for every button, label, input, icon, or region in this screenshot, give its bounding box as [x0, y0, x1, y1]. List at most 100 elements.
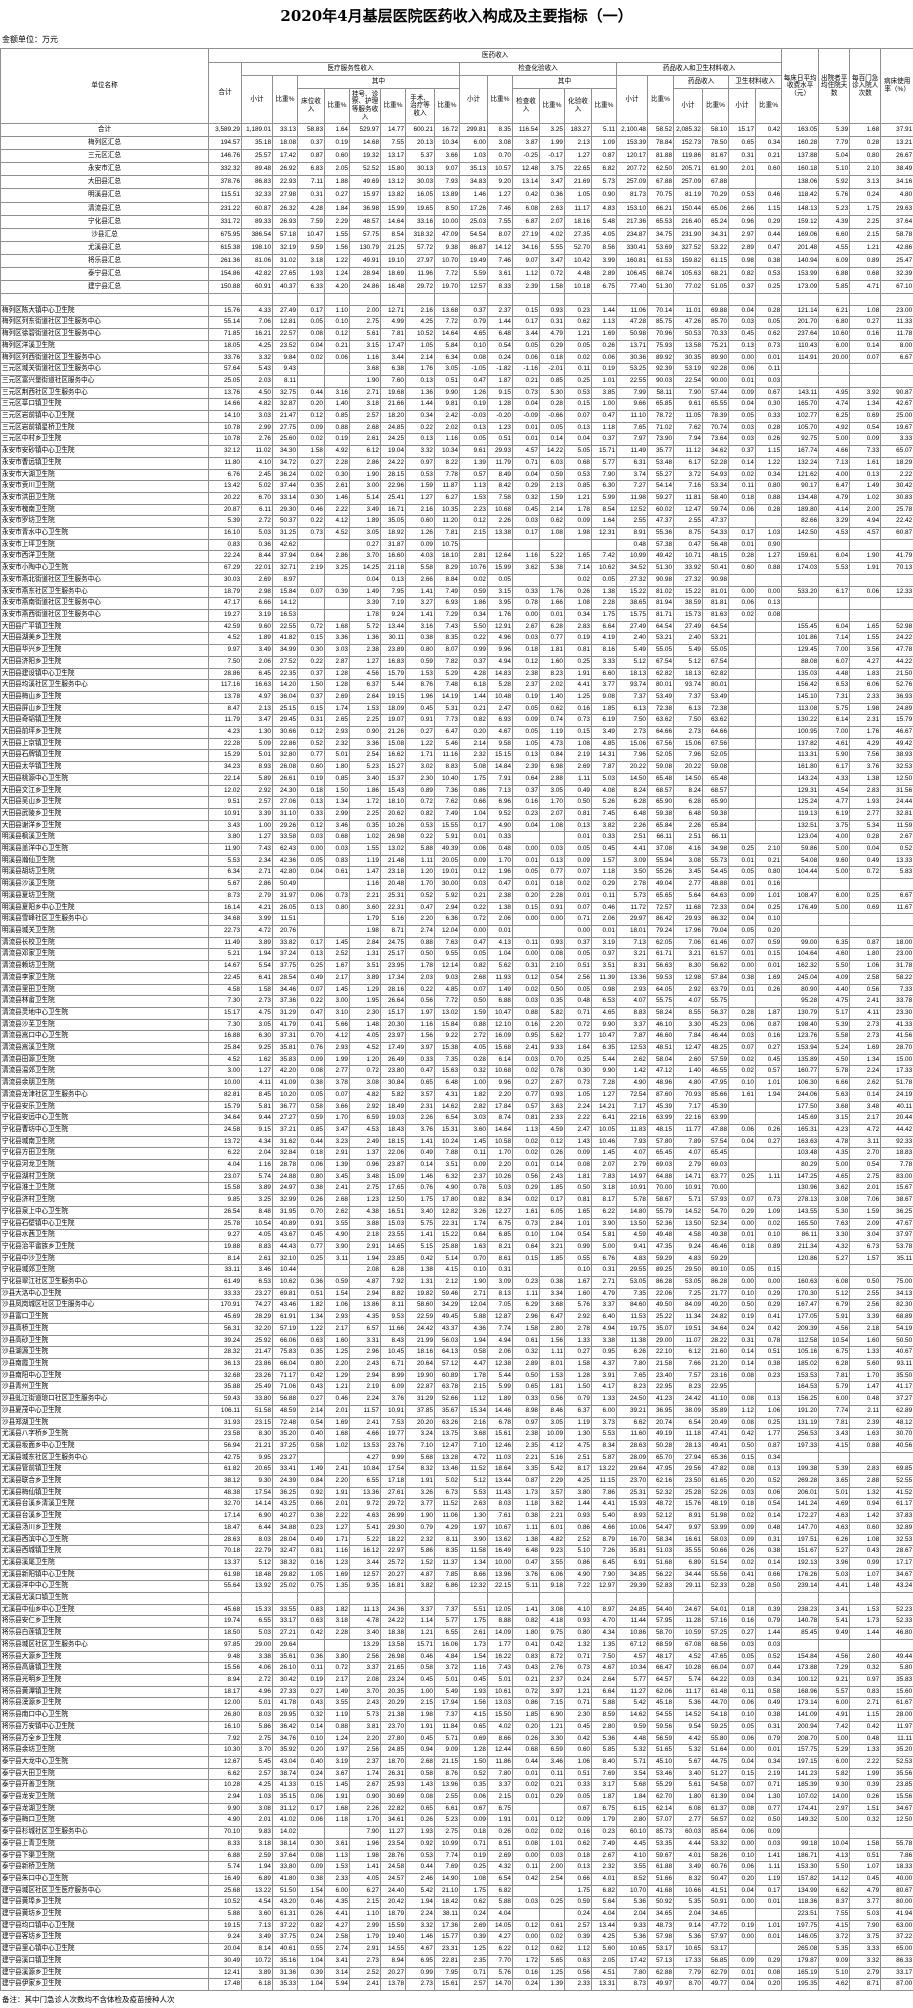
- value-cell: 0.21: [460, 890, 488, 902]
- value-cell: 2.14: [460, 738, 488, 750]
- value-cell: 2.94: [209, 1792, 242, 1804]
- value-cell: 0.64: [298, 551, 325, 563]
- value-cell: 105.16: [782, 1347, 819, 1359]
- value-cell: 46.55: [703, 1066, 729, 1078]
- value-cell: 0.52: [460, 1768, 488, 1780]
- value-cell: [756, 797, 782, 809]
- value-cell: 0.00: [513, 1932, 540, 1944]
- value-cell: 28.63: [617, 1440, 648, 1452]
- value-cell: 6.05: [540, 1206, 565, 1218]
- value-cell: 1.08: [850, 1534, 881, 1546]
- unit-name-cell: 宁化县淮土卫生院: [1, 1183, 209, 1195]
- value-cell: 0.01: [729, 1967, 756, 1979]
- value-cell: 7.35: [435, 1054, 460, 1066]
- value-cell: 7.78: [881, 1160, 913, 1172]
- value-cell: 0.04: [729, 1136, 756, 1148]
- value-cell: 11.96: [406, 268, 435, 281]
- value-cell: 0.99: [850, 1557, 881, 1569]
- value-cell: 28.04: [273, 1534, 298, 1546]
- value-cell: 0.42: [406, 1253, 435, 1265]
- value-cell: 37.27: [881, 1394, 913, 1406]
- value-cell: 0.83: [298, 1604, 325, 1616]
- value-cell: 2.93: [325, 727, 350, 739]
- value-cell: 1.38: [488, 902, 513, 914]
- value-cell: 0.71: [565, 1007, 592, 1019]
- value-cell: 36.24: [273, 469, 298, 481]
- value-cell: 0.18: [298, 785, 325, 797]
- value-cell: 0.93: [540, 1089, 565, 1101]
- value-cell: 25.22: [648, 1312, 674, 1324]
- value-cell: 0.30: [756, 399, 782, 411]
- value-cell: 33.82: [273, 937, 298, 949]
- value-cell: 31.87: [381, 539, 406, 551]
- value-cell: 8.74: [488, 1113, 513, 1125]
- value-cell: 79.24: [648, 925, 674, 937]
- value-cell: 5.23: [819, 202, 850, 215]
- value-cell: 0.93: [565, 1616, 592, 1628]
- value-cell: 3.32: [242, 352, 273, 364]
- value-cell: 0.13: [756, 1464, 782, 1476]
- value-cell: 0.08: [298, 329, 325, 341]
- value-cell: 0.01: [756, 1745, 782, 1757]
- value-cell: 11.44: [617, 1616, 648, 1628]
- value-cell: 12.47: [674, 504, 703, 516]
- value-cell: 30.00: [435, 879, 460, 891]
- value-cell: 34.52: [617, 563, 648, 575]
- value-cell: 0.09: [565, 1148, 592, 1160]
- value-cell: 4.04: [209, 1160, 242, 1172]
- value-cell: 278.13: [782, 1195, 819, 1207]
- unit-name-cell: 建宁县伊家乡卫生院: [1, 1979, 209, 1991]
- value-cell: 5.53: [460, 1487, 488, 1499]
- value-cell: 9.41: [617, 1241, 648, 1253]
- value-cell: 5.49: [674, 645, 703, 657]
- value-cell: 4.25: [565, 1476, 592, 1488]
- value-cell: 148.13: [782, 202, 819, 215]
- value-cell: 0.32: [513, 492, 540, 504]
- value-cell: 12.33: [881, 586, 913, 598]
- value-cell: 62.89: [881, 1405, 913, 1417]
- value-cell: 3.76: [381, 1394, 406, 1406]
- value-cell: 62.82: [703, 668, 729, 680]
- value-cell: 6.96: [488, 797, 513, 809]
- value-cell: 71.17: [273, 1370, 298, 1382]
- value-cell: 6.00: [592, 1405, 617, 1417]
- value-cell: 0.88: [460, 1019, 488, 1031]
- value-cell: [513, 1593, 540, 1605]
- value-cell: 2.58: [850, 972, 881, 984]
- value-cell: 6.57: [350, 1323, 381, 1335]
- value-cell: 3.32: [406, 446, 435, 458]
- value-cell: 0.10: [729, 1078, 756, 1090]
- value-cell: 0.06: [850, 586, 881, 598]
- value-cell: 0.81: [513, 1113, 540, 1125]
- value-cell: 8.61: [488, 1253, 513, 1265]
- value-cell: [729, 645, 756, 657]
- value-cell: 18.69: [381, 268, 406, 281]
- col-exam-lab-income: 检查化验收入: [460, 63, 617, 76]
- value-cell: 0.16: [756, 1031, 782, 1043]
- value-cell: 1.38: [406, 1265, 435, 1277]
- value-cell: 5.00: [592, 1241, 617, 1253]
- value-cell: 14.50: [617, 773, 648, 785]
- value-cell: 1.05: [565, 189, 592, 202]
- value-cell: 43.04: [273, 1756, 298, 1768]
- value-cell: 8.98: [513, 1405, 540, 1417]
- value-cell: 1.02: [325, 1440, 350, 1452]
- value-cell: 0.81: [298, 1546, 325, 1558]
- value-cell: 18.42: [435, 1897, 460, 1909]
- value-cell: 2.84: [350, 937, 381, 949]
- value-cell: 11.39: [592, 972, 617, 984]
- value-cell: 3.62: [819, 1183, 850, 1195]
- value-cell: 10.28: [674, 1663, 703, 1675]
- value-cell: 1.55: [350, 844, 381, 856]
- value-cell: 10.47: [298, 228, 325, 241]
- value-cell: 6.40: [592, 1312, 617, 1324]
- value-cell: 13.62: [488, 1534, 513, 1546]
- value-cell: [592, 539, 617, 551]
- value-cell: -0.09: [513, 411, 540, 423]
- value-cell: 0.34: [756, 1756, 782, 1768]
